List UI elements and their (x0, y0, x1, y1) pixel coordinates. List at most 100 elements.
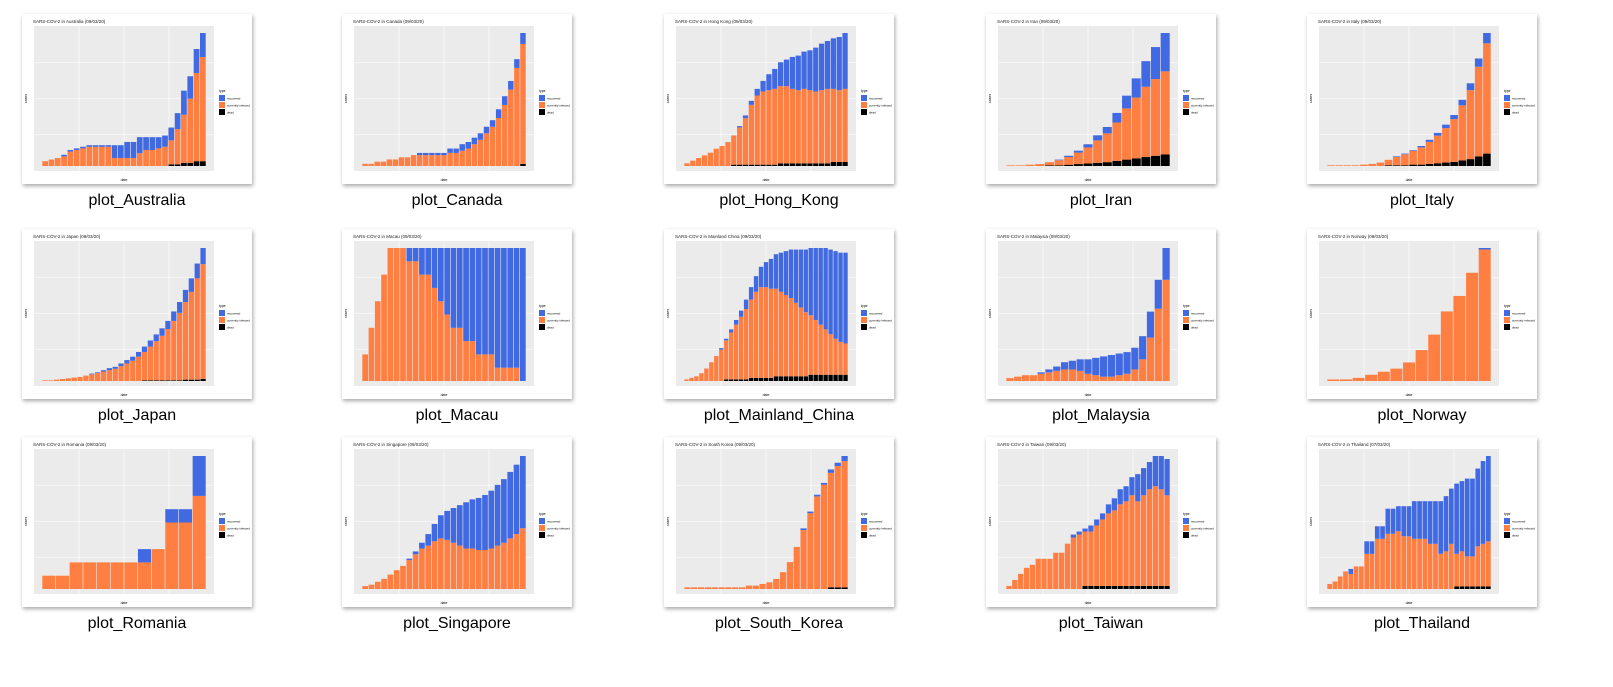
bar-infected (435, 155, 441, 166)
file-item[interactable]: SARS-COV-2 in Norway (09/03/20) date cases… (1272, 229, 1572, 439)
legend-title: type (1504, 89, 1511, 93)
legend-title: type (861, 304, 868, 308)
bar-infected (1115, 375, 1123, 381)
legend-swatch-recovered (219, 310, 225, 316)
bar-infected (1006, 585, 1012, 589)
legend-swatch-infected (1183, 102, 1189, 108)
legend-swatch-infected (1183, 525, 1189, 531)
bar-dead (181, 162, 187, 166)
bar-infected (456, 545, 463, 589)
file-item[interactable]: SARS-COV-2 in Iran (09/03/20) date cases ty… (951, 14, 1251, 224)
bar-infected (477, 139, 484, 166)
bar-infected (778, 86, 784, 164)
bar-recovered (488, 490, 495, 549)
bar-infected (1396, 531, 1401, 589)
file-item[interactable]: SARS-COV-2 in Thailand (07/03/20) date cas… (1272, 437, 1572, 647)
bar-recovered (1458, 99, 1467, 106)
bar-infected (1474, 66, 1483, 157)
chart-title: SARS-COV-2 in Japan (09/03/20) (33, 234, 101, 239)
bar-infected (1470, 556, 1475, 587)
file-item[interactable]: SARS-COV-2 in Japan (09/03/20) date cases t… (0, 229, 287, 439)
legend-label: currently infected (869, 527, 892, 531)
file-item[interactable]: SARS-COV-2 in Mainland China (09/03/20) d… (629, 229, 929, 439)
file-name: plot_Macau (415, 407, 499, 424)
bar-infected (830, 88, 836, 163)
bar-infected (105, 146, 112, 166)
bar-infected (507, 538, 514, 589)
bar-dead (1073, 164, 1083, 166)
chart-title: SARS-COV-2 in Romania (09/03/20) (33, 442, 107, 447)
bar-dead (818, 374, 823, 381)
bar-infected (1093, 140, 1103, 163)
bar-infected (89, 374, 95, 381)
bar-recovered (193, 49, 200, 74)
bar-infected (1486, 541, 1491, 587)
bar-infected (374, 581, 381, 589)
bar-recovered (1478, 248, 1491, 250)
bar-recovered (1425, 139, 1434, 142)
bar-recovered (1094, 519, 1100, 526)
bar-recovered (742, 115, 749, 119)
file-item[interactable]: SARS-COV-2 in Canada (09/03/20) date cases… (307, 14, 607, 224)
bar-recovered (495, 109, 502, 119)
bar-recovered (800, 528, 807, 531)
chart: SARS-COV-2 in Romania (09/03/20) date case… (24, 442, 250, 605)
x-axis-label: date (763, 601, 770, 605)
bar-infected (392, 159, 399, 166)
bar-infected (1406, 536, 1412, 589)
bar-dead (766, 164, 772, 166)
bar-infected (495, 118, 502, 166)
bar-infected (800, 530, 807, 589)
legend-label: currently infected (227, 527, 250, 531)
bar-infected (112, 368, 118, 381)
bar-infected (387, 248, 394, 381)
file-item[interactable]: SARS-COV-2 in Australia (09/03/20) date ca… (0, 14, 287, 224)
bar-infected (783, 86, 790, 164)
x-axis-label: date (1085, 178, 1092, 182)
file-item[interactable]: SARS-COV-2 in Romania (09/03/20) date case… (0, 437, 287, 647)
bar-infected (136, 356, 142, 381)
bar-infected (130, 157, 137, 166)
bar-recovered (143, 137, 149, 150)
bar-recovered (177, 302, 183, 313)
bar-recovered (1417, 146, 1426, 148)
file-item[interactable]: SARS-COV-2 in South Korea (09/03/20) date… (629, 437, 929, 647)
bar-infected (368, 584, 375, 589)
bar-infected (1068, 369, 1076, 381)
file-item[interactable]: SARS-COV-2 in Singapore (09/03/20) date ca… (307, 437, 607, 647)
bar-dead (813, 374, 818, 381)
bar-dead (1054, 165, 1064, 166)
bar-infected (55, 575, 70, 589)
file-item[interactable]: SARS-COV-2 in Taiwan (09/03/20) date cases… (951, 437, 1251, 647)
bar-recovered (1100, 356, 1108, 377)
bar-recovered (843, 252, 848, 344)
bar-infected (1411, 538, 1417, 589)
legend-label: recovered (1512, 312, 1526, 316)
file-item[interactable]: SARS-COV-2 in Malaysia (09/03/20) date cas… (951, 229, 1251, 439)
legend-label: dead (1512, 534, 1519, 538)
file-item[interactable]: SARS-COV-2 in Hong Kong (09/03/20) date ca… (629, 14, 929, 224)
bar-dead (165, 380, 171, 381)
bar-infected (1459, 551, 1465, 587)
bar-infected (380, 161, 386, 166)
bar-dead (1122, 159, 1132, 166)
legend-label: dead (547, 111, 554, 115)
bar-recovered (1152, 456, 1158, 487)
bar-infected (1327, 583, 1332, 589)
bar-recovered (477, 133, 484, 140)
bar-infected (393, 248, 400, 381)
plot-thumbnail: SARS-COV-2 in Italy (09/03/20) date cases t… (1307, 14, 1537, 184)
file-item[interactable]: SARS-COV-2 in Italy (09/03/20) date cases t… (1272, 14, 1572, 224)
legend-swatch-dead (1183, 532, 1189, 538)
bar-infected (1112, 122, 1122, 161)
bar-infected (465, 148, 472, 166)
bar-infected (808, 315, 813, 375)
file-item[interactable]: SARS-COV-2 in Macau (09/03/20) date cases t… (307, 229, 607, 439)
bar-dead (1464, 586, 1470, 589)
bar-dead (159, 380, 165, 381)
bar-infected (1044, 162, 1054, 166)
bar-infected (450, 542, 457, 589)
legend-label: recovered (1191, 520, 1205, 524)
bar-recovered (171, 311, 177, 321)
